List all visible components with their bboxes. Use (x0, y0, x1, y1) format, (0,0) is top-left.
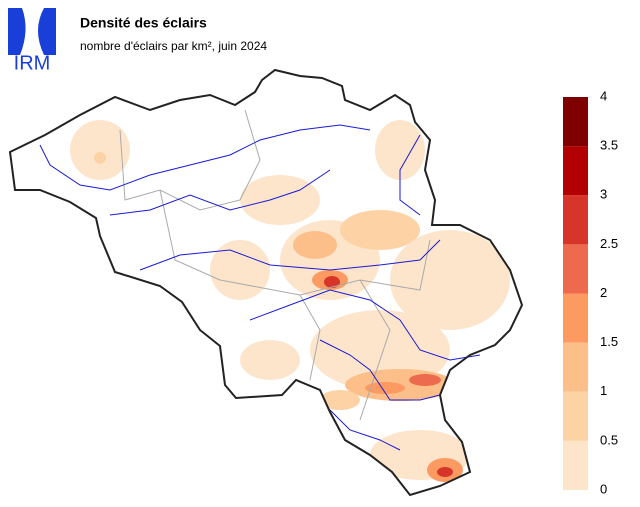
map (9, 69, 523, 496)
legend-tick-label: 0.5 (600, 432, 618, 447)
legend-swatch (563, 293, 588, 343)
legend-tick-label: 1.5 (600, 334, 618, 349)
legend-tick-label: 4 (600, 88, 607, 103)
legend-tick-label: 2 (600, 285, 607, 300)
legend-swatch (563, 440, 588, 490)
logo-shape (8, 8, 26, 55)
rivers (39, 124, 481, 451)
legend-tick-label: 2.5 (600, 236, 618, 251)
province-borders (119, 109, 431, 421)
subtitle: nombre d'éclairs par km², juin 2024 (80, 39, 267, 53)
legend: 0 0.5 1 1.5 2 2.5 3 3.5 4 (563, 88, 618, 496)
density (70, 120, 510, 482)
legend-swatch (563, 244, 588, 294)
legend-swatch (563, 342, 588, 392)
legend-tick-label: 1 (600, 383, 607, 398)
legend-swatch (563, 195, 588, 245)
legend-swatch (563, 146, 588, 196)
legend-tick-label: 3 (600, 187, 607, 202)
legend-swatch (563, 97, 588, 147)
legend-tick-label: 0 (600, 481, 607, 496)
logo-text: IRM (14, 52, 51, 74)
logo-shape (38, 8, 56, 55)
legend-swatch (563, 391, 588, 441)
legend-tick-label: 3.5 (600, 138, 618, 153)
title: Densité des éclairs (80, 15, 207, 31)
logo: IRM (8, 8, 56, 74)
